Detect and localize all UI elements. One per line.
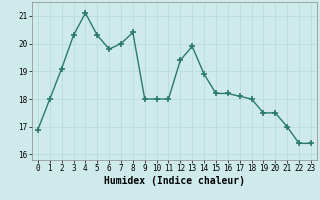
X-axis label: Humidex (Indice chaleur): Humidex (Indice chaleur)	[104, 176, 245, 186]
